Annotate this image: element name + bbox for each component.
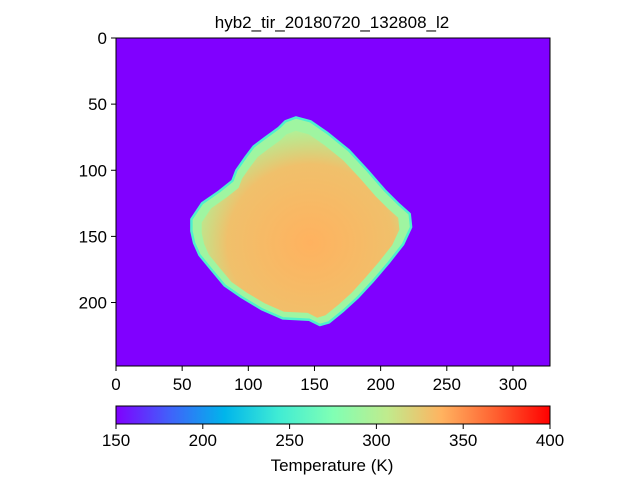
plot-frame [115, 37, 551, 367]
x-axis: 0 50 100 150 200 250 300 [111, 366, 527, 394]
x-tick-label: 50 [173, 375, 192, 394]
asteroid-interior [201, 130, 400, 318]
colorbar-tick-label: 250 [275, 431, 303, 450]
colorbar-tick-label: 150 [102, 431, 130, 450]
colorbar-tick-label: 300 [362, 431, 390, 450]
colorbar-label: Temperature (K) [271, 456, 394, 475]
y-tick-label: 50 [88, 95, 107, 114]
colorbar-ticks: 150 200 250 300 350 400 [102, 424, 564, 450]
x-tick-label: 150 [300, 375, 328, 394]
x-tick-label: 200 [366, 375, 394, 394]
y-tick-label: 100 [79, 161, 107, 180]
chart-title: hyb2_tir_20180720_132808_l2 [215, 13, 449, 32]
colorbar-tick-label: 200 [189, 431, 217, 450]
y-tick-label: 150 [79, 227, 107, 246]
x-tick-label: 300 [499, 375, 527, 394]
colorbar-tick-label: 350 [449, 431, 477, 450]
x-tick-label: 0 [111, 375, 120, 394]
y-tick-label: 200 [79, 294, 107, 313]
y-tick-label: 0 [98, 29, 107, 48]
x-tick-label: 100 [234, 375, 262, 394]
colorbar-gradient [115, 405, 551, 425]
plot-area [115, 37, 551, 367]
y-axis: 0 50 100 150 200 [79, 29, 116, 313]
colorbar-tick-label: 400 [536, 431, 564, 450]
x-tick-label: 250 [433, 375, 461, 394]
colorbar: 150 200 250 300 350 400 Temperature (K) [102, 405, 564, 475]
